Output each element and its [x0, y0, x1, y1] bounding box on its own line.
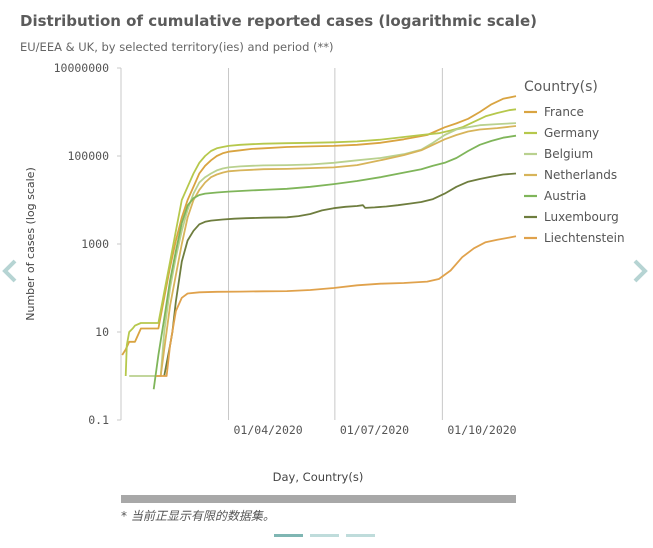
x-axis-title: Day, Country(s) — [273, 470, 364, 484]
chevron-left-icon[interactable] — [0, 258, 22, 284]
series-line-netherlands — [159, 125, 517, 377]
x-tick-label-1: 01/07/2020 — [340, 423, 409, 437]
horizontal-scrollbar[interactable] — [121, 495, 516, 503]
y-tick-label-3: 10 — [95, 325, 109, 339]
series-line-belgium — [129, 122, 517, 377]
legend-label-belgium: Belgium — [544, 147, 593, 161]
series-line-france — [121, 95, 517, 356]
y-tick-label-2: 1000 — [81, 237, 109, 251]
chart-subtitle: EU/EEA & UK, by selected territory(ies) … — [20, 40, 334, 54]
page-indicator-3[interactable] — [346, 534, 375, 537]
legend-title: Country(s) — [524, 79, 598, 95]
y-tick-label-0: 10000000 — [54, 61, 109, 75]
legend-label-netherlands: Netherlands — [544, 168, 617, 182]
series-line-luxembourg — [163, 172, 517, 377]
legend-label-france: France — [544, 105, 584, 119]
series-line-germany — [124, 108, 517, 377]
x-tick-label-2: 01/10/2020 — [447, 423, 516, 437]
y-tick-label-4: 0.1 — [88, 413, 109, 427]
page-indicator-2[interactable] — [310, 534, 339, 537]
series-line-liechtenstein — [156, 235, 517, 377]
x-tick-label-0: 01/04/2020 — [234, 423, 303, 437]
y-axis-title: Number of cases (log scale) — [24, 167, 37, 321]
legend-label-luxembourg: Luxembourg — [544, 210, 619, 224]
legend-label-austria: Austria — [544, 189, 586, 203]
legend-label-germany: Germany — [544, 126, 599, 140]
series-line-austria — [152, 134, 517, 390]
legend-label-liechtenstein: Liechtenstein — [544, 231, 625, 245]
y-tick-label-1: 100000 — [67, 149, 109, 163]
footnote: * 当前正显示有限的数据集。 — [121, 509, 275, 523]
chevron-right-icon[interactable] — [628, 258, 650, 284]
chart-title: Distribution of cumulative reported case… — [20, 12, 537, 30]
page-indicator-1[interactable] — [274, 534, 303, 537]
